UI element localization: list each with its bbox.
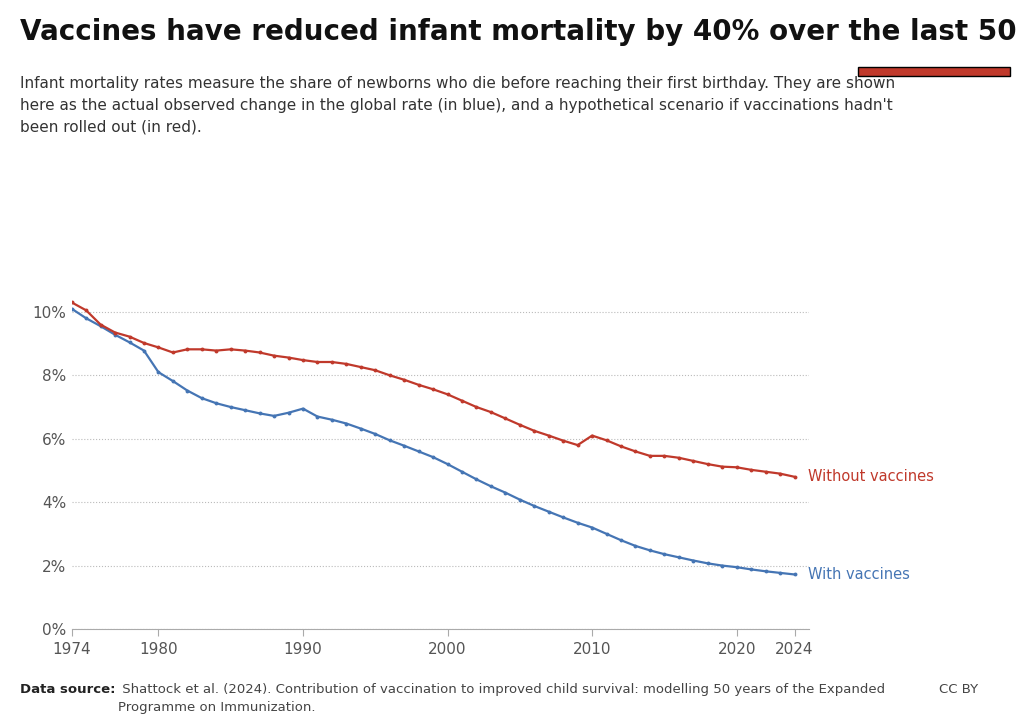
- Text: Data source:: Data source:: [20, 683, 116, 696]
- Text: Infant mortality rates measure the share of newborns who die before reaching the: Infant mortality rates measure the share…: [20, 76, 896, 134]
- Text: in Data: in Data: [908, 44, 959, 57]
- Text: Our World: Our World: [898, 22, 970, 35]
- Text: CC BY: CC BY: [939, 683, 978, 696]
- Text: Without vaccines: Without vaccines: [808, 469, 934, 484]
- Text: With vaccines: With vaccines: [808, 567, 910, 582]
- FancyBboxPatch shape: [858, 67, 1010, 76]
- Text: Shattock et al. (2024). Contribution of vaccination to improved child survival: : Shattock et al. (2024). Contribution of …: [118, 683, 885, 714]
- Text: Vaccines have reduced infant mortality by 40% over the last 50 years: Vaccines have reduced infant mortality b…: [20, 18, 1024, 46]
